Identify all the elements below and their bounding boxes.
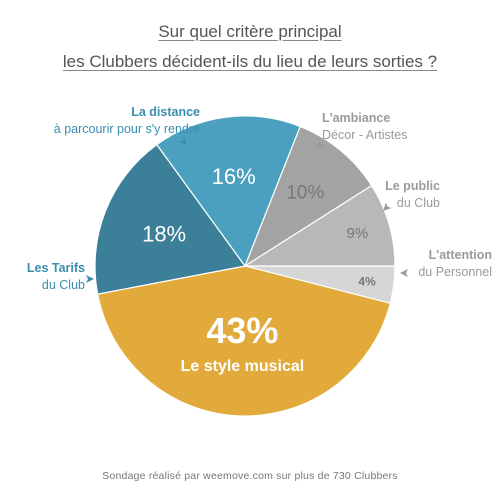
data-label-public: 9% — [347, 225, 369, 242]
pie-slice-tarifs — [94, 143, 247, 295]
annotation-distance: La distance à parcourir pour s'y rendre — [20, 104, 200, 138]
annotation-ambiance-subtitle: Décor - Artistes — [322, 128, 408, 142]
annotation-distance-title: La distance — [131, 105, 200, 119]
chart-title-line-2: les Clubbers décident-ils du lieu de leu… — [62, 52, 438, 71]
data-label-distance: 16% — [212, 164, 256, 189]
chart-title-line-1: Sur quel critère principal — [158, 22, 342, 41]
pie-slice-ambiance — [243, 125, 373, 268]
callout-arrow-attention — [400, 269, 408, 277]
annotation-attention-subtitle: du Personnel — [418, 265, 492, 279]
data-label-attention: 4% — [358, 274, 376, 288]
annotation-public-subtitle: du Club — [396, 196, 440, 210]
annotation-ambiance: L'ambiance Décor - Artistes — [322, 110, 482, 144]
annotation-ambiance-title: L'ambiance — [322, 111, 391, 125]
annotation-distance-subtitle: à parcourir pour s'y rendre — [53, 122, 200, 136]
pie-slice-style — [96, 265, 392, 417]
annotation-public: Le public du Club — [360, 178, 440, 212]
callout-arrow-tarifs — [86, 275, 94, 283]
annotation-attention-title: L'attention — [428, 248, 492, 262]
data-label-ambiance: 10% — [286, 183, 324, 204]
annotation-tarifs: Les Tarifs du Club — [5, 260, 85, 294]
annotation-tarifs-title: Les Tarifs — [26, 261, 85, 275]
data-label-style: 43% — [206, 310, 278, 351]
source-footer: Sondage réalisé par weemove.com sur plus… — [102, 470, 398, 482]
annotation-tarifs-subtitle: du Club — [41, 278, 85, 292]
annotation-public-title: Le public — [385, 179, 440, 193]
pie-slice-public — [242, 184, 396, 267]
inner-label-style: Le style musical — [181, 358, 305, 375]
pie-slice-distance — [155, 115, 301, 268]
annotation-attention: L'attention du Personnel — [400, 247, 492, 281]
data-label-tarifs: 18% — [142, 221, 186, 246]
